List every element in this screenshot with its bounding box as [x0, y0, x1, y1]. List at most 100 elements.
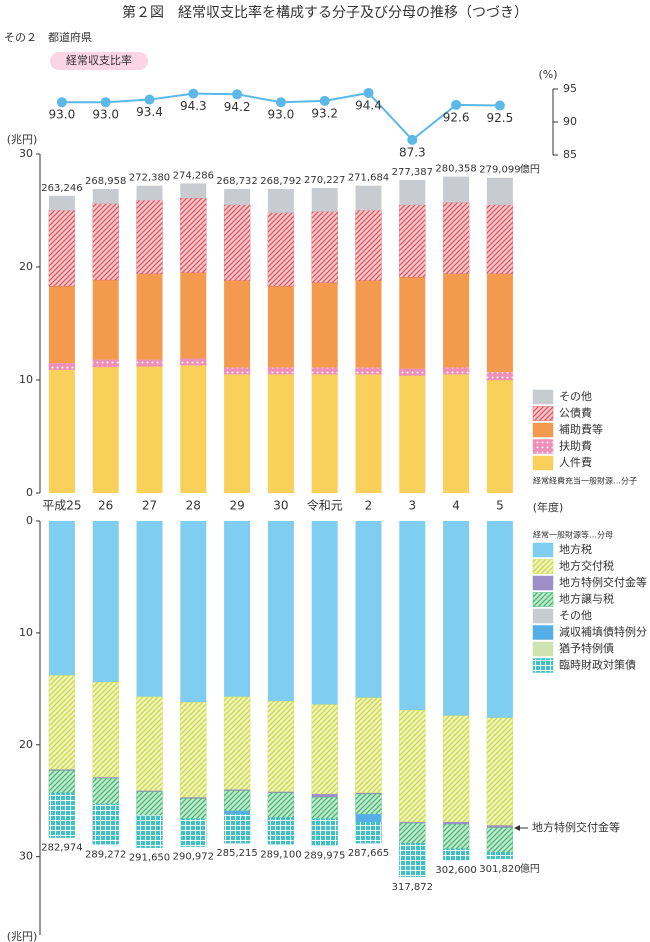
bar-segment [486, 827, 514, 853]
y-tick-label: 0 [26, 514, 33, 527]
annotation: 地方特例交付金等 [532, 820, 620, 834]
bar-segment [92, 778, 119, 805]
data-label: 94.4 [355, 98, 382, 112]
total-label: 289,975 [304, 850, 345, 861]
point [363, 87, 374, 98]
bar-segment [399, 179, 426, 205]
bar-segment [92, 681, 119, 778]
legend-note: 経常一般財源等…分母 [533, 530, 613, 540]
bar-segment [355, 210, 382, 281]
point [232, 89, 243, 100]
y-tick-label: 30 [19, 850, 33, 863]
total-label: 279,099 [479, 165, 520, 176]
bar-segment [92, 367, 119, 493]
chart-title: 第２図 経常収支比率を構成する分子及び分母の推移（つづき） [122, 4, 528, 21]
bar-segment [136, 790, 163, 792]
total-label: 263,246 [41, 183, 82, 194]
point [275, 97, 286, 108]
bar-segment [224, 789, 251, 791]
data-label: 93.0 [49, 108, 76, 122]
bar-segment [223, 204, 251, 281]
bar-segment [486, 717, 514, 826]
bar-segment [267, 212, 295, 287]
total-label: 280,358 [435, 164, 476, 175]
point [451, 99, 462, 110]
bar-segment [92, 521, 119, 683]
data-label: 87.3 [399, 145, 426, 159]
bar-segment [48, 675, 76, 770]
bar-segment [48, 286, 75, 364]
bar-segment [92, 279, 119, 360]
x-tick-label: 30 [273, 499, 288, 513]
legend-label: その他 [559, 390, 592, 403]
x-tick-label: 28 [186, 499, 201, 513]
y-tick-label: 20 [19, 738, 33, 751]
y-tick-label: 10 [19, 373, 33, 386]
bar-segment [136, 815, 163, 848]
bar-segment [486, 521, 513, 718]
bar-segment [355, 697, 382, 794]
total-unit: 億円 [520, 862, 540, 875]
bar-segment [486, 273, 513, 373]
bar-segment [136, 521, 163, 697]
legend-swatch [532, 658, 554, 673]
series-pill [50, 52, 148, 70]
bar-segment [486, 204, 514, 274]
legend-label: 臨時財政対策債 [559, 658, 636, 672]
bar-segment [180, 365, 207, 493]
point [494, 100, 505, 111]
bar-segment [48, 521, 75, 676]
legend-label: 猶予特例債 [559, 641, 614, 655]
total-label: 268,792 [260, 176, 301, 187]
bar-segment [486, 177, 513, 205]
x-tick-label: 5 [496, 499, 504, 513]
bar-segment [355, 814, 382, 822]
bar-segment [224, 189, 251, 205]
bar-segment [180, 183, 207, 199]
bar-segment [399, 843, 426, 877]
bar-segment [180, 702, 207, 798]
legend-label: 地方特例交付金等 [559, 575, 647, 589]
y-unit: (兆円) [7, 930, 38, 942]
legend-swatch [532, 389, 554, 405]
bar-segment [486, 825, 513, 828]
bar-segment [180, 797, 207, 799]
legend-swatch [532, 575, 554, 591]
subtitle: その２ 都道府県 [4, 30, 92, 44]
bar-segment [399, 375, 426, 493]
bar-segment [311, 211, 338, 283]
legend-swatch [532, 422, 554, 438]
bar-segment [267, 521, 294, 702]
bar-segment [311, 704, 338, 795]
bar-segment [267, 286, 294, 368]
total-label: 268,732 [216, 176, 257, 187]
y-tick-label: 10 [19, 626, 33, 639]
total-label: 302,600 [435, 865, 476, 876]
legend-label: 扶助費 [559, 439, 592, 453]
x-tick-label: 27 [142, 499, 157, 513]
legend-label: その他 [559, 609, 592, 622]
legend-label: 補助費等 [559, 422, 603, 436]
data-label: 92.6 [443, 110, 470, 124]
bar-segment [486, 852, 514, 860]
y-tick-label: 95 [563, 82, 577, 95]
point [319, 95, 330, 106]
legend-label: 地方譲与税 [559, 592, 614, 606]
bar-segment [48, 792, 76, 838]
legend-label: 地方税 [559, 542, 592, 556]
x-tick-label: 26 [98, 499, 113, 513]
bar-segment [442, 824, 470, 849]
total-label: 277,387 [392, 167, 433, 178]
legend-swatch [532, 542, 554, 558]
total-label: 282,974 [41, 843, 82, 854]
total-label: 317,872 [392, 882, 433, 893]
bar-segment [355, 792, 382, 795]
total-label: 270,227 [304, 175, 345, 186]
bar-segment [399, 709, 426, 823]
bar-segment [267, 792, 295, 818]
bar-segment [443, 521, 470, 716]
bar-segment [136, 359, 163, 367]
data-label: 92.5 [487, 111, 514, 125]
data-label: 94.3 [180, 99, 207, 113]
